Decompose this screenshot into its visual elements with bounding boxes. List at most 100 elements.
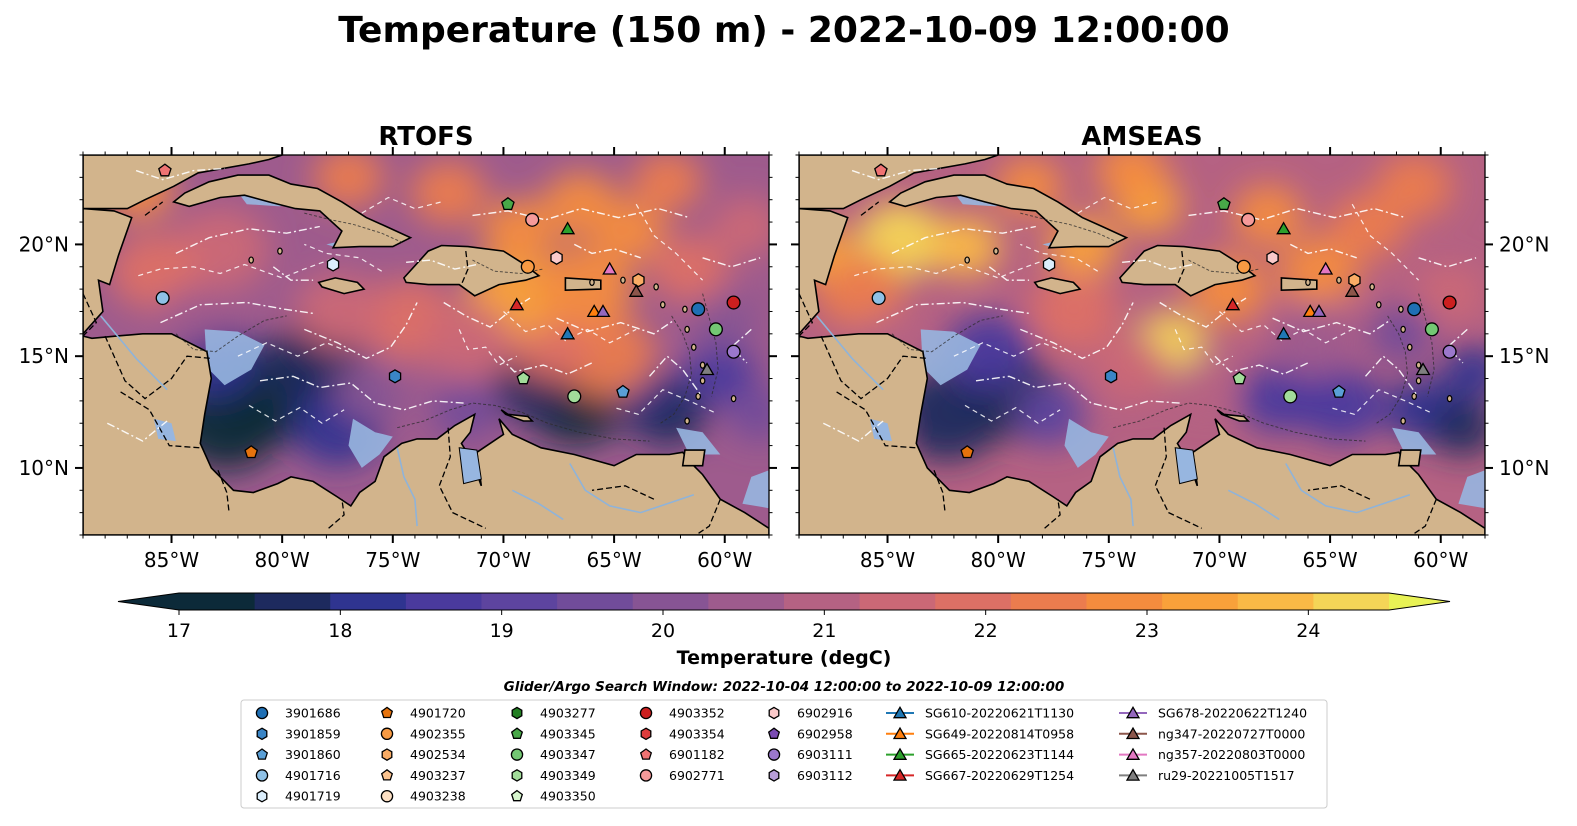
legend-label: 4902534 [410,747,466,762]
marker-3901859 [388,369,402,384]
legend-box [240,699,1328,809]
legend-marker-4903238 [380,789,394,803]
legend-label: SG667-20220629T1254 [925,768,1074,783]
marker-4903349 [1232,371,1247,385]
marker-6901182 [874,163,888,177]
marker-4901720 [960,445,975,459]
legend-marker-SG610-20220621T1130 [892,705,908,719]
marker-3901859 [1104,369,1118,384]
legend: 3901686 3901859 3901860 4901716 4901719 49017… [240,699,1328,809]
x-tick-label: 80°W [255,548,310,572]
marker-4901719 [1042,257,1056,272]
colorbar-segment [330,593,407,610]
legend-marker-ng347-20220727T0000 [1125,726,1141,740]
legend-label: 6902771 [669,768,725,783]
legend-marker-3901860 [255,748,269,760]
marker-4903350 [1283,389,1298,404]
legend-marker-4901720 [380,706,394,719]
marker-4903347 [708,322,723,337]
front-lines [106,167,761,442]
legend-label: 6902958 [797,726,853,741]
colorbar-segment [481,593,558,610]
legend-label: 4901720 [410,706,466,721]
marker-4903349 [516,371,531,385]
colorbar-segment [179,593,256,610]
x-tick-label: 75°W [1081,548,1136,572]
legend-label: 6903112 [797,768,853,783]
marker-4902355 [520,259,535,274]
front-lines [822,167,1477,442]
x-tick-label: 80°W [971,548,1026,572]
legend-marker-SG649-20220814T0958 [892,726,908,740]
marker-SG667-20220629T1254 [1225,297,1241,311]
legend-marker-3901859 [256,727,268,741]
legend-marker-ru29-20221005T1517 [1125,768,1141,781]
legend-label: SG678-20220622T1240 [1158,706,1307,721]
colorbar-segment [254,593,331,610]
panel-title: AMSEAS [1081,122,1202,152]
marker-ru29-20221005T1517 [699,362,715,376]
land [799,155,1485,535]
marker-SG610-20220621T1130 [560,326,576,340]
x-tick-label: 60°W [1413,548,1468,572]
colorbar-tick-label: 20 [651,620,675,642]
legend-marker-4901719 [256,789,268,803]
colorbar-segment [859,593,936,610]
legend-label: 3901860 [285,747,341,762]
marker-SG610-20220621T1130 [1276,326,1292,340]
legend-marker-4903350 [510,789,524,802]
marker-3901860 [616,384,630,398]
legend-marker-4901716 [255,769,269,782]
marker-6903111 [1442,344,1457,359]
legend-marker-4903237 [380,768,394,781]
y-tick-label: 15°N [19,344,69,368]
legend-label: 4903237 [410,768,466,783]
legend-label: 6901182 [669,747,725,762]
colorbar-segment [935,593,1012,610]
legend-label: 4903277 [540,706,596,721]
marker-6903111 [726,344,741,359]
colorbar-tick-label: 19 [490,620,514,642]
panel-amseas: 85°W 80°W 75°W 70°W 65°W 60°W 20°N 15°N 10°N AMSE… [791,122,1549,572]
colorbar-tick-label: 23 [1135,620,1159,642]
map-area [799,155,1485,535]
x-tick-label: 85°W [860,548,915,572]
marker-3901686 [691,302,706,317]
legend-label: 4901716 [285,768,341,783]
legend-label: 6902916 [797,706,853,721]
observation-markers [155,163,741,459]
colorbar-segment [1010,593,1087,610]
legend-marker-4902355 [380,727,394,741]
colorbar-segment [557,593,634,610]
marker-4903345 [1217,196,1231,211]
x-tick-label: 70°W [476,548,531,572]
y-tick-label: 10°N [1499,456,1549,480]
marker-SG678-20220622T1240 [1311,304,1327,318]
x-tick-label: 65°W [586,548,641,572]
legend-label: 3901859 [285,726,341,741]
legend-marker-4903347 [510,748,524,761]
x-tick-label: 65°W [1302,548,1357,572]
marker-4903347 [1424,322,1439,337]
map-area [83,155,769,535]
legend-label: ru29-20221005T1517 [1158,768,1295,783]
y-tick-label: 20°N [19,232,69,256]
legend-marker-4903354 [640,727,652,741]
x-tick-label: 75°W [365,548,420,572]
legend-title: Glider/Argo Search Window: 2022-10-04 12… [504,679,1065,695]
legend-marker-6902958 [767,727,781,739]
marker-3901860 [1332,384,1346,398]
marker-4902534 [1348,273,1361,288]
y-tick-label: 10°N [19,456,69,480]
legend-marker-6902916 [768,706,780,720]
colorbar-segment [632,593,709,610]
marker-4901720 [244,445,259,459]
y-tick-label: 20°N [1499,232,1549,256]
colorbar-tick-label: 21 [812,620,836,642]
legend-label: 6903111 [797,747,853,762]
marker-SG649-20220814T0958 [1302,304,1318,318]
x-tick-label: 85°W [144,548,199,572]
legend-label: ng347-20220727T0000 [1158,726,1305,741]
colorbar-tick-label: 24 [1296,620,1320,642]
legend-marker-6903112 [768,769,780,782]
